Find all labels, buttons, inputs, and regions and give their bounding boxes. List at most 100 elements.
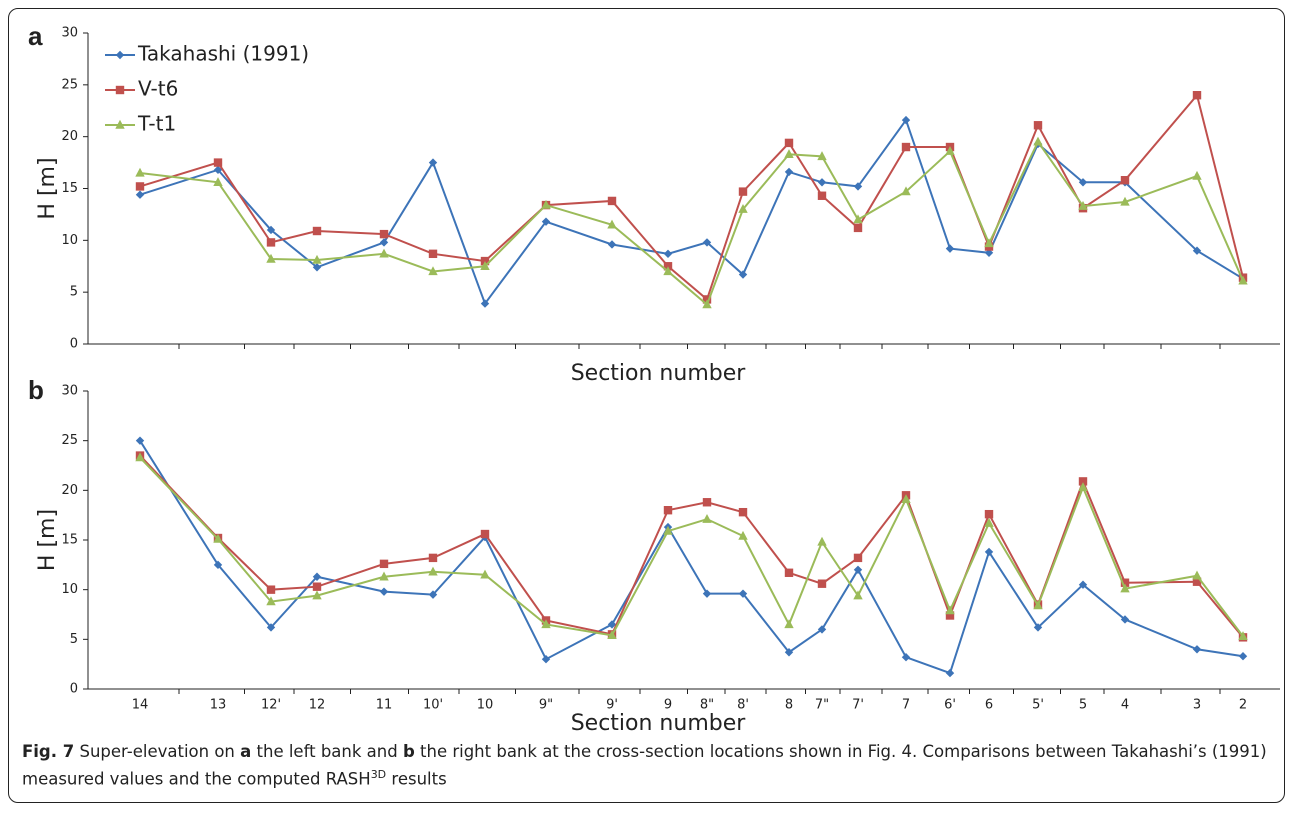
x-tick-label: 10' — [423, 698, 443, 713]
marker — [379, 571, 389, 581]
y-tick-label: 20 — [61, 483, 78, 498]
y-tick-label: 30 — [61, 384, 78, 399]
x-tick-label: 2 — [1239, 698, 1247, 713]
marker — [541, 199, 551, 209]
marker — [702, 238, 712, 247]
marker — [379, 559, 389, 569]
caption-text: b — [402, 742, 415, 761]
legend-marker — [115, 85, 125, 95]
legend-marker — [115, 119, 125, 129]
marker — [702, 513, 712, 523]
marker — [1192, 246, 1202, 255]
series-line — [139, 440, 1244, 675]
marker — [702, 299, 712, 309]
x-tick-label: 4 — [1121, 698, 1129, 713]
marker — [663, 266, 673, 276]
x-tick-label: 13 — [210, 698, 227, 713]
marker — [1078, 178, 1088, 187]
marker — [945, 244, 955, 253]
x-tick-label: 9" — [539, 698, 553, 713]
marker — [480, 529, 490, 539]
legend-label: V-t6 — [138, 77, 178, 101]
marker — [853, 565, 863, 574]
marker — [312, 263, 322, 272]
marker — [738, 589, 748, 598]
marker — [984, 547, 994, 557]
x-tick-label: 9' — [606, 698, 618, 713]
x-tick-label: 6' — [944, 698, 956, 713]
x-tick-label: 3 — [1193, 698, 1201, 713]
marker — [607, 196, 617, 206]
marker — [428, 249, 438, 259]
marker — [213, 560, 223, 570]
marker — [901, 142, 911, 152]
marker — [784, 619, 794, 629]
panel-label: b — [28, 375, 44, 405]
x-tick-label: 5 — [1079, 698, 1087, 713]
legend-label: Takahashi (1991) — [137, 42, 309, 66]
series-line — [139, 117, 1244, 306]
marker — [853, 223, 863, 233]
caption: Fig. 7 Super-elevation on a the left ban… — [22, 740, 1272, 791]
marker — [1120, 615, 1130, 624]
x-tick-label: 6 — [985, 698, 993, 713]
marker — [541, 619, 551, 629]
marker — [607, 219, 617, 229]
y-tick-label: 15 — [61, 181, 78, 196]
marker — [817, 191, 827, 200]
marker — [1238, 631, 1248, 641]
marker — [901, 653, 911, 662]
marker — [1078, 477, 1088, 486]
x-tick-label: 5' — [1032, 698, 1044, 713]
marker — [213, 533, 223, 543]
marker — [945, 605, 955, 615]
marker — [135, 190, 145, 199]
marker — [1192, 645, 1202, 654]
marker — [784, 648, 794, 657]
marker — [480, 299, 490, 308]
series-line — [139, 456, 1244, 637]
marker — [1078, 200, 1088, 210]
marker — [984, 509, 994, 519]
y-tick-label: 20 — [61, 129, 78, 144]
marker — [266, 585, 276, 594]
x-tick-label: 10 — [477, 698, 494, 713]
marker — [663, 249, 673, 259]
y-tick-label: 25 — [61, 77, 78, 92]
marker — [135, 436, 145, 445]
marker — [266, 253, 276, 263]
marker — [784, 568, 794, 577]
x-tick-label: 12 — [309, 698, 326, 713]
marker — [945, 145, 955, 155]
marker — [266, 238, 276, 247]
marker — [817, 579, 827, 588]
caption-text: the right bank at the cross-section loca… — [22, 742, 1267, 789]
y-tick-label: 10 — [61, 582, 78, 597]
marker — [135, 452, 145, 462]
marker — [738, 530, 748, 540]
marker — [266, 596, 276, 606]
marker — [784, 138, 794, 148]
marker — [312, 572, 322, 581]
y-tick-label: 5 — [70, 632, 78, 647]
series-line — [139, 139, 1244, 307]
caption-text: a — [240, 742, 252, 761]
marker — [480, 261, 490, 270]
marker — [312, 590, 322, 600]
y-tick-label: 25 — [61, 433, 78, 448]
x-tick-label: 7' — [852, 698, 864, 713]
marker — [817, 151, 827, 161]
marker — [1078, 482, 1088, 492]
marker — [428, 590, 438, 599]
marker — [1192, 577, 1202, 586]
marker — [853, 182, 863, 191]
x-tick-label: 11 — [376, 698, 393, 713]
marker — [817, 536, 827, 546]
marker — [135, 167, 145, 177]
x-tick-label: 7 — [902, 698, 910, 713]
y-tick-label: 0 — [70, 337, 78, 352]
marker — [1078, 580, 1088, 589]
marker — [901, 494, 911, 503]
caption-text: the left bank and — [251, 742, 403, 761]
